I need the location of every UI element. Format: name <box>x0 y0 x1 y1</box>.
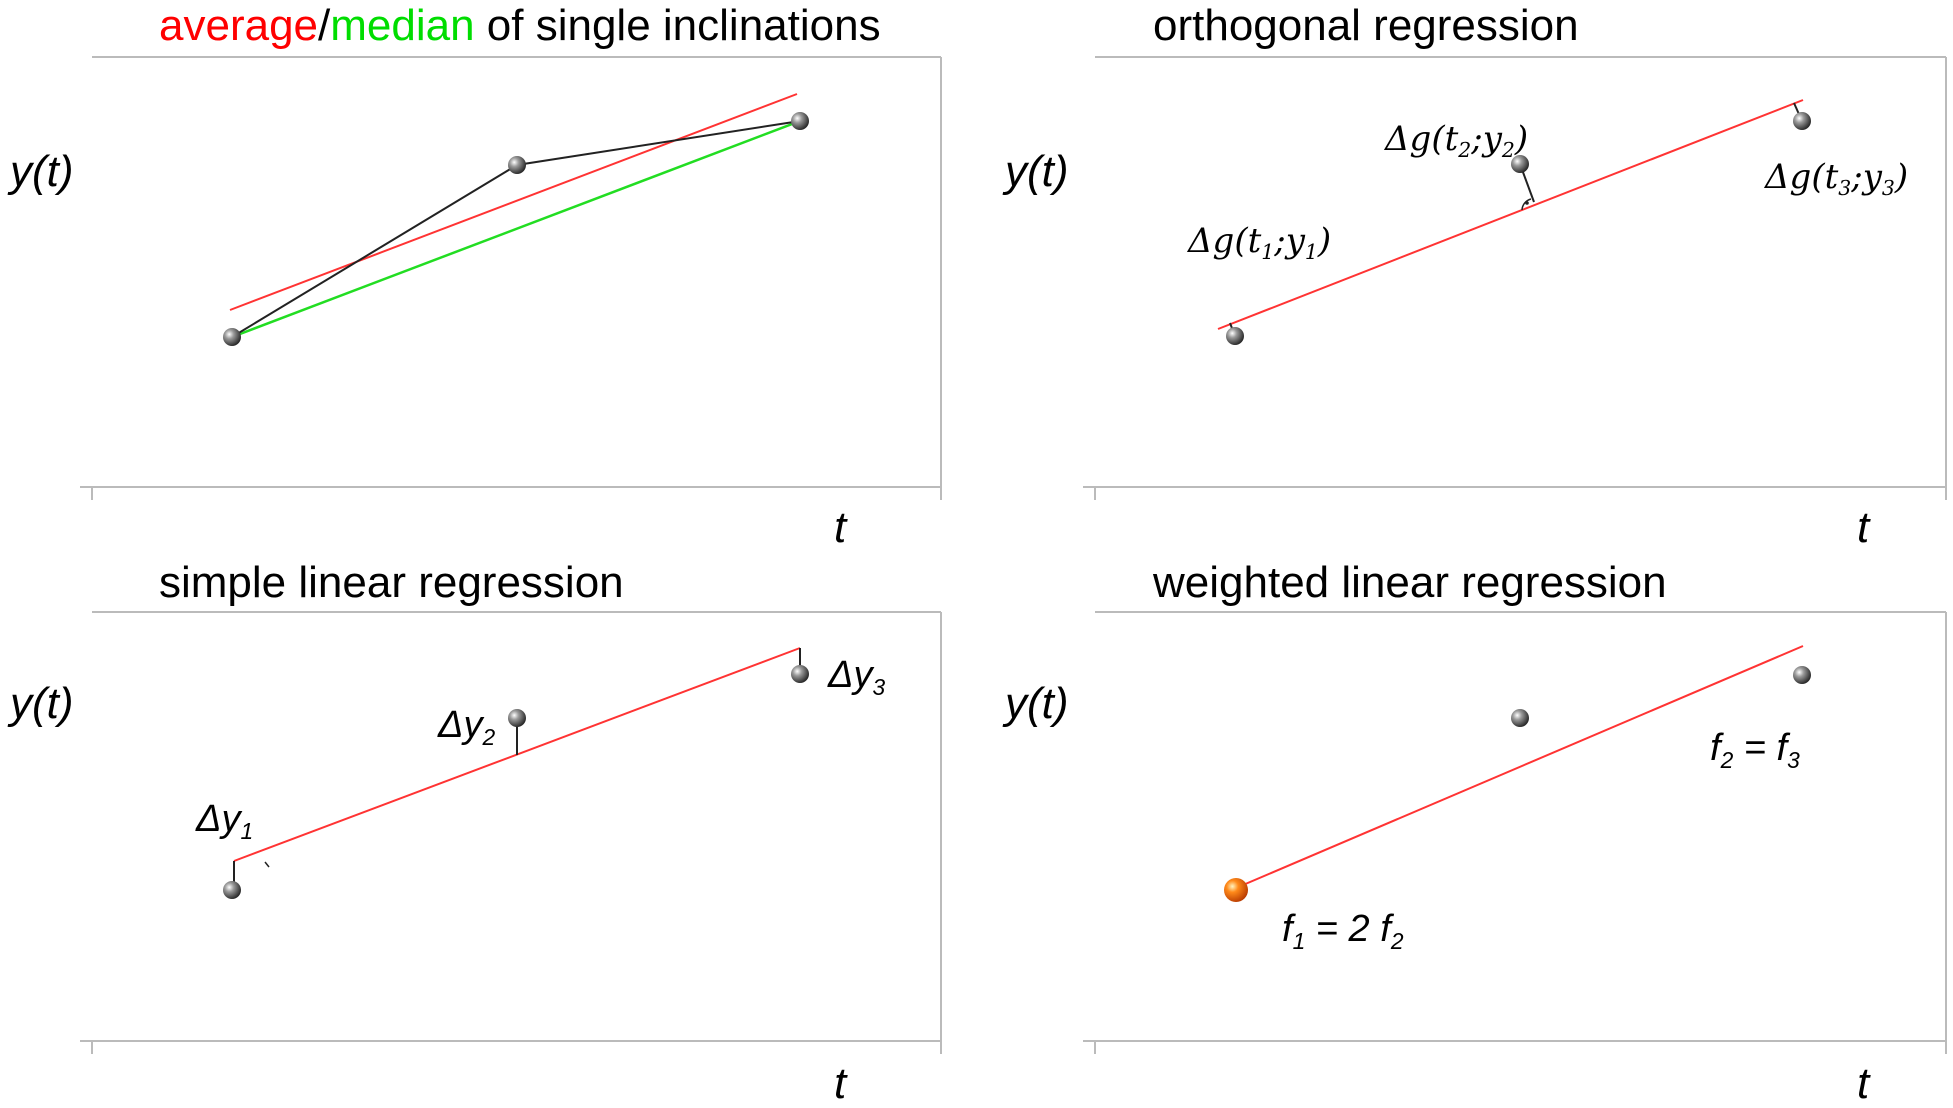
median-line <box>231 119 801 339</box>
panel4-title: weighted linear regression <box>1153 558 1667 607</box>
panel2-axes <box>1083 56 1947 500</box>
panel3-title: simple linear regression <box>159 558 624 607</box>
panel4-x-axis-label: t <box>1857 1059 1870 1108</box>
orthogonal-regression-line <box>1217 99 1804 330</box>
data-point <box>223 328 241 346</box>
data-point <box>1793 666 1811 684</box>
tick-mark <box>264 861 270 868</box>
vertical-residual-label-1: Δy1 <box>196 798 254 844</box>
weighted-regression-line <box>1235 645 1804 889</box>
vertical-residuals <box>233 648 801 890</box>
panel-weighted-linear-regression <box>1083 611 1947 1054</box>
title-median: median <box>330 1 475 50</box>
vertical-residual-label-3: Δy3 <box>828 654 886 700</box>
title-separator: / <box>318 1 331 50</box>
data-point <box>791 665 809 683</box>
orthogonal-residual-label-2: Δg(t2;y2) <box>1385 119 1529 163</box>
weight-label-1: f1 = 2 f2 <box>1282 908 1404 954</box>
panel1-title: average/median of single inclinations <box>159 4 881 48</box>
panel3-axes <box>80 611 942 1054</box>
panel2-x-axis-label: t <box>1857 503 1870 552</box>
data-point <box>223 881 241 899</box>
panel4-axes <box>1083 611 1947 1054</box>
panel2-y-axis-label: y(t) <box>1005 147 1069 196</box>
weighted-data-point <box>1224 878 1248 902</box>
panel-orthogonal-regression <box>1083 56 1947 500</box>
weight-label-2: f2 = f3 <box>1710 727 1800 773</box>
panel1-axes <box>80 56 942 500</box>
title-rest: of single inclinations <box>474 1 881 50</box>
orthogonal-residual-label-1: Δg(t1;y1) <box>1188 221 1332 265</box>
data-point <box>508 156 526 174</box>
panel4-y-axis-label: y(t) <box>1005 679 1069 728</box>
panel-average-median <box>80 56 942 500</box>
data-point <box>1793 112 1811 130</box>
orthogonal-residual-label-3: Δg(t3;y3) <box>1765 157 1909 201</box>
data-point <box>791 112 809 130</box>
title-average: average <box>159 1 319 50</box>
panel2-title: orthogonal regression <box>1153 1 1579 50</box>
data-point <box>1226 327 1244 345</box>
right-angle-marker <box>1521 198 1532 211</box>
data-point <box>1511 155 1529 173</box>
data-point <box>508 709 526 727</box>
panel1-x-axis-label: t <box>834 503 847 552</box>
panel-simple-linear-regression <box>80 611 942 1054</box>
data-point <box>1511 709 1529 727</box>
panel1-y-axis-label: y(t) <box>10 147 74 196</box>
vertical-residual-label-2: Δy2 <box>438 704 496 750</box>
panel3-x-axis-label: t <box>834 1059 847 1108</box>
average-line <box>229 93 798 311</box>
panel3-y-axis-label: y(t) <box>10 679 74 728</box>
